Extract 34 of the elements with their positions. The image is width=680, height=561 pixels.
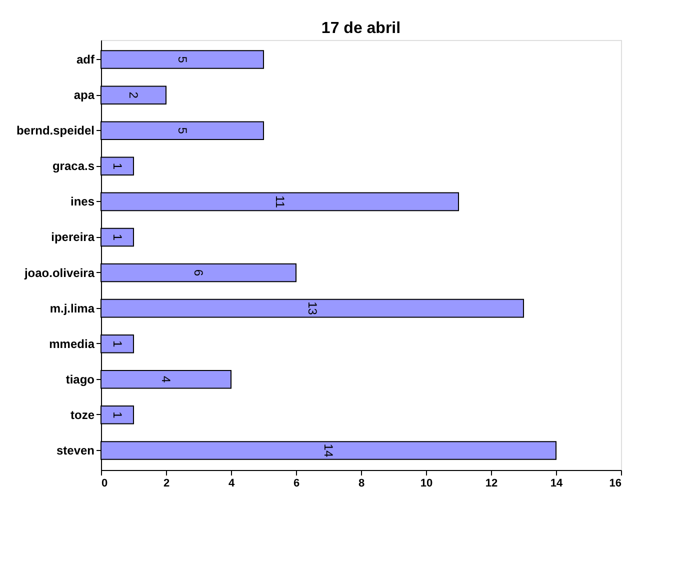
data-label: 5 (175, 56, 190, 64)
data-label: 1 (110, 234, 124, 241)
x-tick-label: 10 (420, 478, 433, 490)
data-label: 6 (192, 269, 206, 276)
data-label: 2 (126, 92, 140, 99)
data-label: 14 (322, 444, 336, 458)
y-tick-label: tiago (66, 372, 94, 386)
x-tick-label: 4 (228, 478, 236, 490)
y-tick-label: mmedia (49, 336, 95, 351)
y-tick-label: ipereira (51, 230, 95, 244)
x-tick-label: 2 (163, 478, 170, 490)
data-label: 1 (110, 162, 124, 170)
y-tick-label: ines (70, 194, 95, 209)
y-tick-label: steven (56, 443, 94, 458)
data-label: 1 (110, 340, 124, 348)
y-tick-label: m.j.lima (50, 301, 95, 316)
y-tick-label: bernd.speidel (16, 124, 94, 138)
data-label: 5 (175, 127, 190, 134)
y-tick-label: adf (76, 52, 96, 67)
x-tick-label: 16 (609, 478, 622, 490)
chart-title: 17 de abril (321, 20, 401, 37)
y-tick-label: graca.s (52, 159, 95, 174)
x-tick-label: 14 (550, 478, 564, 490)
y-tick-label: toze (70, 408, 95, 422)
data-label: 13 (305, 302, 320, 316)
x-tick-label: 0 (102, 478, 108, 490)
data-label: 1 (110, 412, 124, 419)
x-tick-label: 8 (358, 478, 365, 490)
x-tick-label: 12 (485, 478, 498, 490)
x-tick-label: 6 (293, 478, 300, 490)
y-tick-label: apa (74, 88, 95, 102)
data-label: 4 (159, 376, 173, 384)
data-label: 11 (272, 195, 287, 208)
y-tick-label: joao.oliveira (23, 266, 95, 280)
